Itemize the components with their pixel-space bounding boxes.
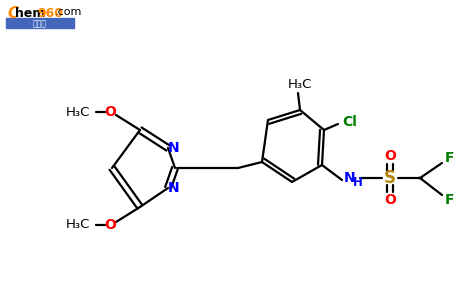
Text: N: N [168,141,180,155]
Text: H: H [353,176,363,188]
Text: Cl: Cl [343,115,357,129]
Text: H₃C: H₃C [66,105,90,118]
Text: O: O [104,218,116,232]
Text: F: F [445,151,455,165]
Text: H₃C: H₃C [66,219,90,231]
Text: O: O [384,193,396,207]
Text: 960: 960 [37,7,63,20]
Text: H₃C: H₃C [288,78,312,91]
Text: C: C [7,6,18,21]
Text: hem: hem [15,7,46,20]
Text: O: O [104,105,116,119]
Text: .com: .com [55,7,82,17]
Bar [6,18,74,28]
Text: 化工网: 化工网 [33,20,47,28]
Text: F: F [445,193,455,207]
Text: O: O [384,149,396,163]
Text: S: S [384,169,396,187]
Text: N: N [344,171,356,185]
Text: N: N [168,181,180,195]
